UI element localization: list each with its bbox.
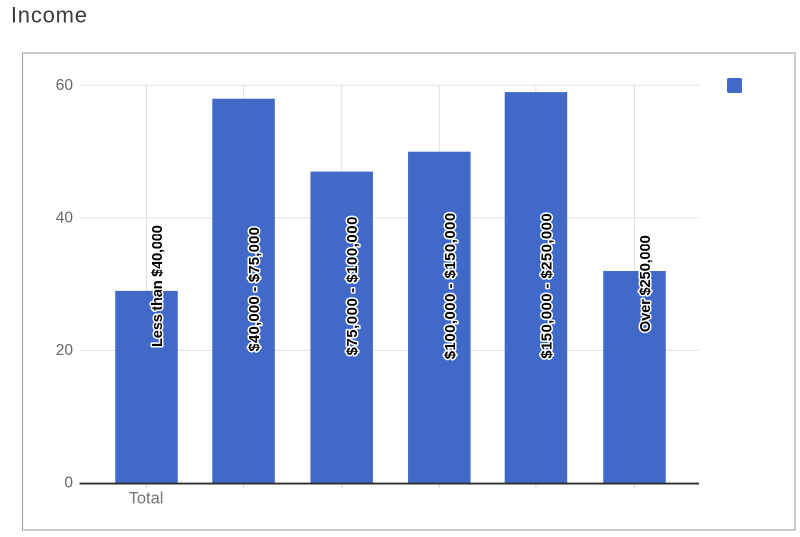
svg-text:$150,000 - $250,000: $150,000 - $250,000 <box>538 213 555 359</box>
svg-text:60: 60 <box>56 77 74 94</box>
svg-text:0: 0 <box>64 475 73 492</box>
svg-text:Income: Income <box>11 3 88 28</box>
svg-text:$40,000 - $75,000: $40,000 - $75,000 <box>246 227 263 352</box>
svg-text:Less than $40,000: Less than $40,000 <box>149 225 166 347</box>
svg-text:Over $250,000: Over $250,000 <box>637 235 654 332</box>
svg-text:$100,000 - $150,000: $100,000 - $150,000 <box>442 213 459 360</box>
svg-text:40: 40 <box>56 210 74 227</box>
svg-text:20: 20 <box>56 342 74 359</box>
svg-text:$75,000 - $100,000: $75,000 - $100,000 <box>344 217 361 356</box>
svg-text:Total: Total <box>129 490 164 508</box>
